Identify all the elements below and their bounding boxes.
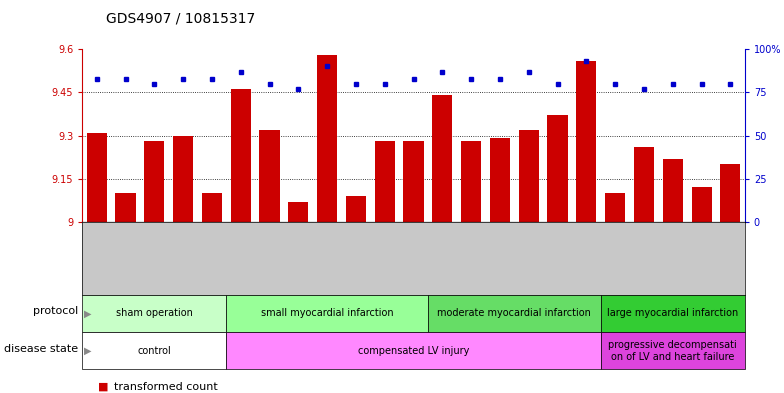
Text: moderate myocardial infarction: moderate myocardial infarction bbox=[437, 309, 591, 318]
Bar bbox=[634, 147, 654, 222]
Text: GDS4907 / 10815317: GDS4907 / 10815317 bbox=[106, 12, 255, 26]
Text: sham operation: sham operation bbox=[116, 309, 193, 318]
Bar bbox=[115, 193, 136, 222]
Bar bbox=[547, 116, 568, 222]
Bar bbox=[691, 187, 712, 222]
Text: disease state: disease state bbox=[4, 344, 78, 354]
Bar bbox=[404, 141, 423, 222]
Text: small myocardial infarction: small myocardial infarction bbox=[261, 309, 394, 318]
Bar bbox=[375, 141, 395, 222]
Text: progressive decompensati
on of LV and heart failure: progressive decompensati on of LV and he… bbox=[608, 340, 737, 362]
Bar bbox=[289, 202, 308, 222]
Bar bbox=[576, 61, 597, 222]
Bar bbox=[720, 164, 740, 222]
Text: transformed count: transformed count bbox=[114, 382, 217, 392]
Bar bbox=[605, 193, 626, 222]
Text: ■: ■ bbox=[98, 382, 108, 392]
Text: protocol: protocol bbox=[33, 307, 78, 316]
Text: ▶: ▶ bbox=[84, 309, 92, 318]
Bar bbox=[173, 136, 193, 222]
Bar bbox=[201, 193, 222, 222]
Text: large myocardial infarction: large myocardial infarction bbox=[607, 309, 739, 318]
Bar bbox=[432, 95, 452, 222]
Bar bbox=[260, 130, 280, 222]
Bar bbox=[87, 133, 107, 222]
Bar bbox=[461, 141, 481, 222]
Bar bbox=[317, 55, 337, 222]
Bar bbox=[230, 90, 251, 222]
Bar bbox=[346, 196, 366, 222]
Bar bbox=[662, 159, 683, 222]
Text: control: control bbox=[137, 346, 171, 356]
Bar bbox=[519, 130, 539, 222]
Bar bbox=[490, 138, 510, 222]
Text: compensated LV injury: compensated LV injury bbox=[358, 346, 470, 356]
Text: ▶: ▶ bbox=[84, 346, 92, 356]
Bar bbox=[144, 141, 165, 222]
